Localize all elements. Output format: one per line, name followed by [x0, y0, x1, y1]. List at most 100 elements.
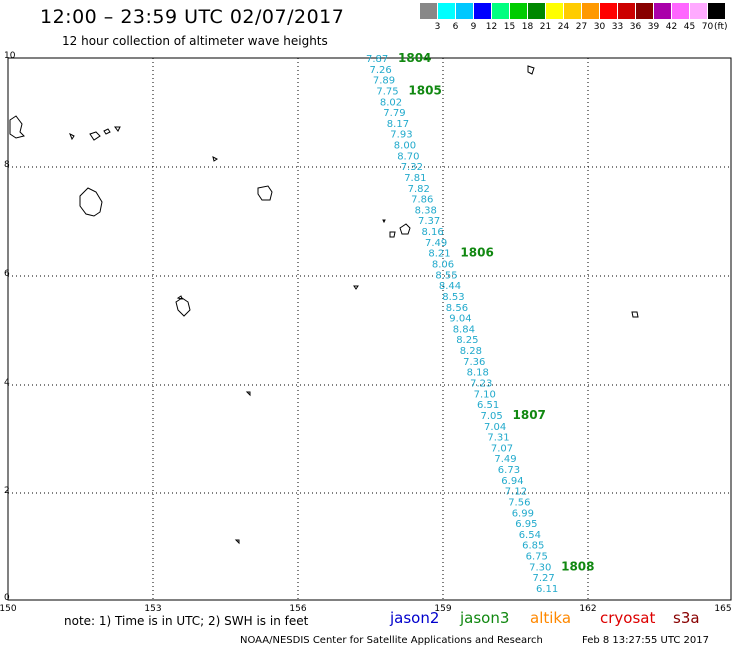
wave-height-value: 7.81 [404, 173, 426, 184]
legend-label: 12 [485, 22, 498, 32]
wave-height-value: 8.70 [397, 151, 419, 162]
wave-height-value: 7.12 [505, 487, 527, 498]
legend-label: 3 [434, 22, 441, 32]
wave-height-value: 8.53 [442, 292, 464, 303]
credit-line: NOAA/NESDIS Center for Satellite Applica… [240, 635, 543, 646]
pass-time-label: 1806 [460, 246, 493, 260]
legend-label: 24 [557, 22, 570, 32]
wave-height-value: 8.25 [456, 335, 478, 346]
wave-height-value: 7.87 [366, 54, 388, 65]
wave-height-value: 7.36 [463, 357, 485, 368]
legend-swatch [618, 3, 635, 19]
legend-label: 18 [521, 22, 534, 32]
legend-label: 9 [470, 22, 477, 32]
x-tick-label: 156 [289, 604, 307, 614]
wave-height-value: 8.44 [439, 281, 461, 292]
legend-unit: (ft) [714, 22, 728, 32]
wave-height-value: 6.51 [477, 400, 499, 411]
legend-swatch [654, 3, 671, 19]
wave-height-value: 7.10 [474, 389, 496, 400]
legend-s3a: s3a [673, 609, 700, 627]
wave-height-value: 7.04 [484, 422, 506, 433]
page-subtitle: 12 hour collection of altimeter wave hei… [62, 34, 328, 48]
x-tick-label: 153 [144, 604, 162, 614]
legend-swatch [564, 3, 581, 19]
wave-height-value: 7.23 [470, 379, 492, 390]
x-tick-label: 165 [714, 604, 732, 614]
legend-label: 6 [452, 22, 459, 32]
x-tick-label: 150 [0, 604, 17, 614]
wave-height-value: 7.93 [390, 130, 412, 141]
wave-height-value: 8.55 [435, 270, 457, 281]
legend-swatch [690, 3, 707, 19]
map-frame [7, 57, 732, 601]
wave-height-value: 6.95 [515, 519, 537, 530]
y-tick-label: 2 [4, 486, 10, 496]
wave-height-value: 7.56 [508, 498, 530, 509]
wave-height-value: 6.11 [536, 584, 558, 595]
legend-swatch [510, 3, 527, 19]
wave-height-value: 7.31 [487, 433, 509, 444]
x-tick-label: 159 [434, 604, 452, 614]
pass-time-label: 1805 [408, 83, 441, 97]
footnote: note: 1) Time is in UTC; 2) SWH is in fe… [64, 614, 309, 628]
legend-swatch [420, 3, 437, 19]
wave-height-value: 7.79 [383, 108, 405, 119]
y-tick-label: 6 [4, 269, 10, 279]
wave-height-value: 6.99 [512, 508, 534, 519]
wave-height-value: 8.56 [446, 303, 468, 314]
legend-swatch [474, 3, 491, 19]
legend-label: 30 [593, 22, 606, 32]
wave-height-value: 6.73 [498, 465, 520, 476]
legend-swatch [546, 3, 563, 19]
wave-height-value: 8.00 [394, 141, 416, 152]
legend-swatch [528, 3, 545, 19]
wave-height-value: 7.49 [494, 454, 516, 465]
legend-label: 42 [665, 22, 678, 32]
legend-label: 36 [629, 22, 642, 32]
legend-jason3: jason3 [460, 609, 510, 627]
jason3-pass-times: 1804 1805 1806 1807 1808 [398, 51, 595, 573]
wave-height-value: 7.27 [533, 573, 555, 584]
wave-height-value: 8.06 [432, 260, 454, 271]
wave-height-value: 8.16 [422, 227, 444, 238]
legend-swatch [636, 3, 653, 19]
legend-swatch [456, 3, 473, 19]
wave-height-value: 8.18 [467, 368, 489, 379]
wave-height-value: 6.75 [526, 552, 548, 563]
wave-height-value: 8.28 [460, 346, 482, 357]
legend-cryosat: cryosat [600, 609, 656, 627]
legend-label: 45 [683, 22, 696, 32]
wave-height-value: 7.89 [373, 76, 395, 87]
legend-altika: altika [530, 609, 572, 627]
lat-lon-grid [8, 58, 731, 600]
wave-height-value: 7.75 [376, 86, 398, 97]
wave-height-value: 7.86 [411, 195, 433, 206]
legend-label: 33 [611, 22, 624, 32]
legend-swatch [492, 3, 509, 19]
legend-swatch [708, 3, 725, 19]
legend-swatch [672, 3, 689, 19]
wave-height-value: 7.30 [529, 562, 551, 573]
wave-height-value: 6.94 [501, 476, 523, 487]
coastlines [9, 65, 639, 545]
legend-label: 15 [503, 22, 516, 32]
legend-label: 27 [575, 22, 588, 32]
wave-height-value: 7.26 [370, 65, 392, 76]
legend-label: 21 [539, 22, 552, 32]
wave-height-value: 8.21 [428, 249, 450, 260]
pass-time-label: 1807 [513, 408, 546, 422]
legend-jason2: jason2 [390, 609, 440, 627]
x-tick-label: 162 [579, 604, 597, 614]
wave-height-value: 7.49 [425, 238, 447, 249]
wave-height-value: 8.02 [380, 97, 402, 108]
legend-label: 39 [647, 22, 660, 32]
pass-time-label: 1808 [561, 559, 594, 573]
wave-height-value: 8.38 [415, 205, 437, 216]
wave-height-value: 6.54 [519, 530, 541, 541]
legend-swatch [582, 3, 599, 19]
wave-height-value: 7.32 [401, 162, 423, 173]
jason3-track-values: 7.877.267.897.758.027.798.177.938.008.70… [366, 54, 558, 595]
y-tick-label: 10 [4, 51, 16, 61]
